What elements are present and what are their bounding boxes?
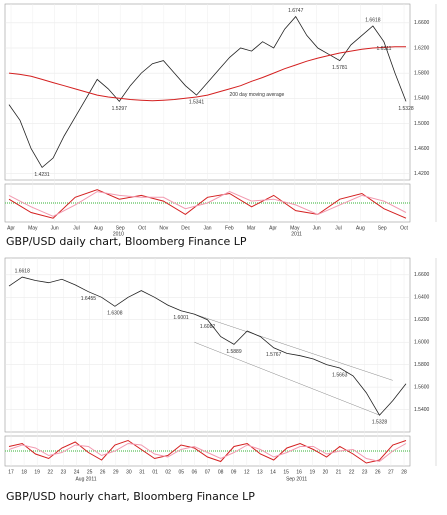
caption: GBP/USD daily chart, Bloomberg Finance L… xyxy=(6,235,247,248)
x-tick-label: 08 xyxy=(218,469,224,475)
x-tick-label: 31 xyxy=(139,469,145,475)
oscillator-line xyxy=(8,442,407,463)
x-tick-label: Aug xyxy=(94,225,103,231)
annotation: 1.5663 xyxy=(332,372,348,378)
x-tick-label: 27 xyxy=(388,469,394,475)
x-tick-label: 16 xyxy=(296,469,302,475)
x-tick-label: 19 xyxy=(34,469,40,475)
x-tick-label: 19 xyxy=(310,469,316,475)
year-label: 2011 xyxy=(291,231,302,237)
x-tick-label: 15 xyxy=(283,469,289,475)
x-tick-label: Jul xyxy=(73,225,79,231)
x-tick-label: Aug xyxy=(356,225,365,231)
x-tick-label: Sep xyxy=(116,225,125,231)
y-tick-label: 1.5800 xyxy=(414,362,430,368)
x-tick-label: 01 xyxy=(152,469,158,475)
x-tick-label: 02 xyxy=(165,469,171,475)
x-tick-label: 24 xyxy=(74,469,80,475)
annotation: 1.5781 xyxy=(332,65,348,71)
x-tick-label: 28 xyxy=(401,469,407,475)
x-tick-label: 13 xyxy=(257,469,263,475)
annotation: 1.5341 xyxy=(189,99,205,105)
annotation: 1.6455 xyxy=(81,296,97,302)
oscillator-line xyxy=(8,439,407,464)
y-tick-label: 1.6600 xyxy=(414,272,430,278)
y-tick-label: 1.5400 xyxy=(414,407,430,413)
annotation: 1.6308 xyxy=(107,311,123,317)
x-tick-label: Jan xyxy=(203,225,211,231)
x-tick-label: 07 xyxy=(205,469,211,475)
x-tick-label: 20 xyxy=(323,469,329,475)
x-tick-label: 30 xyxy=(126,469,132,475)
oscillator-line xyxy=(8,189,407,219)
x-tick-label: 29 xyxy=(113,469,119,475)
oscillator-line xyxy=(8,191,407,217)
x-tick-label: 12 xyxy=(244,469,250,475)
y-tick-label: 1.5000 xyxy=(414,121,430,127)
x-tick-label: May xyxy=(290,225,300,231)
annotation: 1.6618 xyxy=(15,268,31,274)
year-label: 2010 xyxy=(113,231,124,237)
annotation: 1.4231 xyxy=(34,172,50,178)
x-tick-label: 18 xyxy=(21,469,27,475)
x-tick-label: 23 xyxy=(61,469,67,475)
annotation: 1.6747 xyxy=(288,8,304,14)
x-tick-label: Mar xyxy=(247,225,256,231)
x-tick-label: Jun xyxy=(51,225,59,231)
annotation: 1.6618 xyxy=(365,17,381,23)
trend-channel xyxy=(194,313,393,381)
x-tick-label: 17 xyxy=(8,469,14,475)
y-tick-label: 1.6000 xyxy=(414,340,430,346)
x-tick-label: Apr xyxy=(269,225,277,231)
x-tick-label: 23 xyxy=(362,469,368,475)
x-tick-label: Jun xyxy=(313,225,321,231)
annotation: 1.5328 xyxy=(398,106,414,112)
caption: GBP/USD hourly chart, Bloomberg Finance … xyxy=(6,490,255,503)
x-tick-label: 26 xyxy=(100,469,106,475)
x-tick-label: Oct xyxy=(138,225,146,231)
x-tick-label: 14 xyxy=(270,469,276,475)
x-tick-label: Apr xyxy=(7,225,15,231)
annotation: 1.6082 xyxy=(200,324,216,330)
annotation: 1.5297 xyxy=(112,106,128,112)
annotation: 1.5767 xyxy=(266,352,282,358)
x-tick-label: Sep xyxy=(378,225,387,231)
x-tick-label: Oct xyxy=(400,225,408,231)
x-tick-label: 09 xyxy=(231,469,237,475)
moving-average-line xyxy=(8,46,406,102)
trend-channel xyxy=(194,341,380,416)
year-label: Aug 2011 xyxy=(75,476,96,482)
x-tick-label: 22 xyxy=(349,469,355,475)
year-label: Sep 2011 xyxy=(286,476,307,482)
x-tick-label: 26 xyxy=(375,469,381,475)
y-tick-label: 1.6200 xyxy=(414,45,430,51)
annotation: 1.6001 xyxy=(173,315,189,321)
y-tick-label: 1.5600 xyxy=(414,384,430,390)
annotation: 1.6311 xyxy=(376,46,391,52)
annotation: 1.5328 xyxy=(372,419,388,425)
x-tick-label: 06 xyxy=(192,469,198,475)
price-line xyxy=(8,276,407,416)
y-tick-label: 1.5800 xyxy=(414,70,430,76)
x-tick-label: 22 xyxy=(48,469,54,475)
x-tick-label: May xyxy=(28,225,38,231)
x-tick-label: 05 xyxy=(179,469,185,475)
y-tick-label: 1.6600 xyxy=(414,20,430,26)
x-tick-label: 21 xyxy=(336,469,342,475)
y-tick-label: 1.4600 xyxy=(414,146,430,152)
series-label: 200 day moving average xyxy=(230,92,285,98)
y-tick-label: 1.6400 xyxy=(414,295,430,301)
x-tick-label: Nov xyxy=(159,225,168,231)
annotation: 1.5889 xyxy=(226,349,242,355)
x-tick-label: Jul xyxy=(335,225,341,231)
y-tick-label: 1.4200 xyxy=(414,171,430,177)
x-tick-label: 25 xyxy=(87,469,93,475)
y-tick-label: 1.5400 xyxy=(414,96,430,102)
x-tick-label: Feb xyxy=(225,225,234,231)
y-tick-label: 1.6200 xyxy=(414,317,430,323)
x-tick-label: Dec xyxy=(181,225,190,231)
price-line xyxy=(8,15,407,169)
